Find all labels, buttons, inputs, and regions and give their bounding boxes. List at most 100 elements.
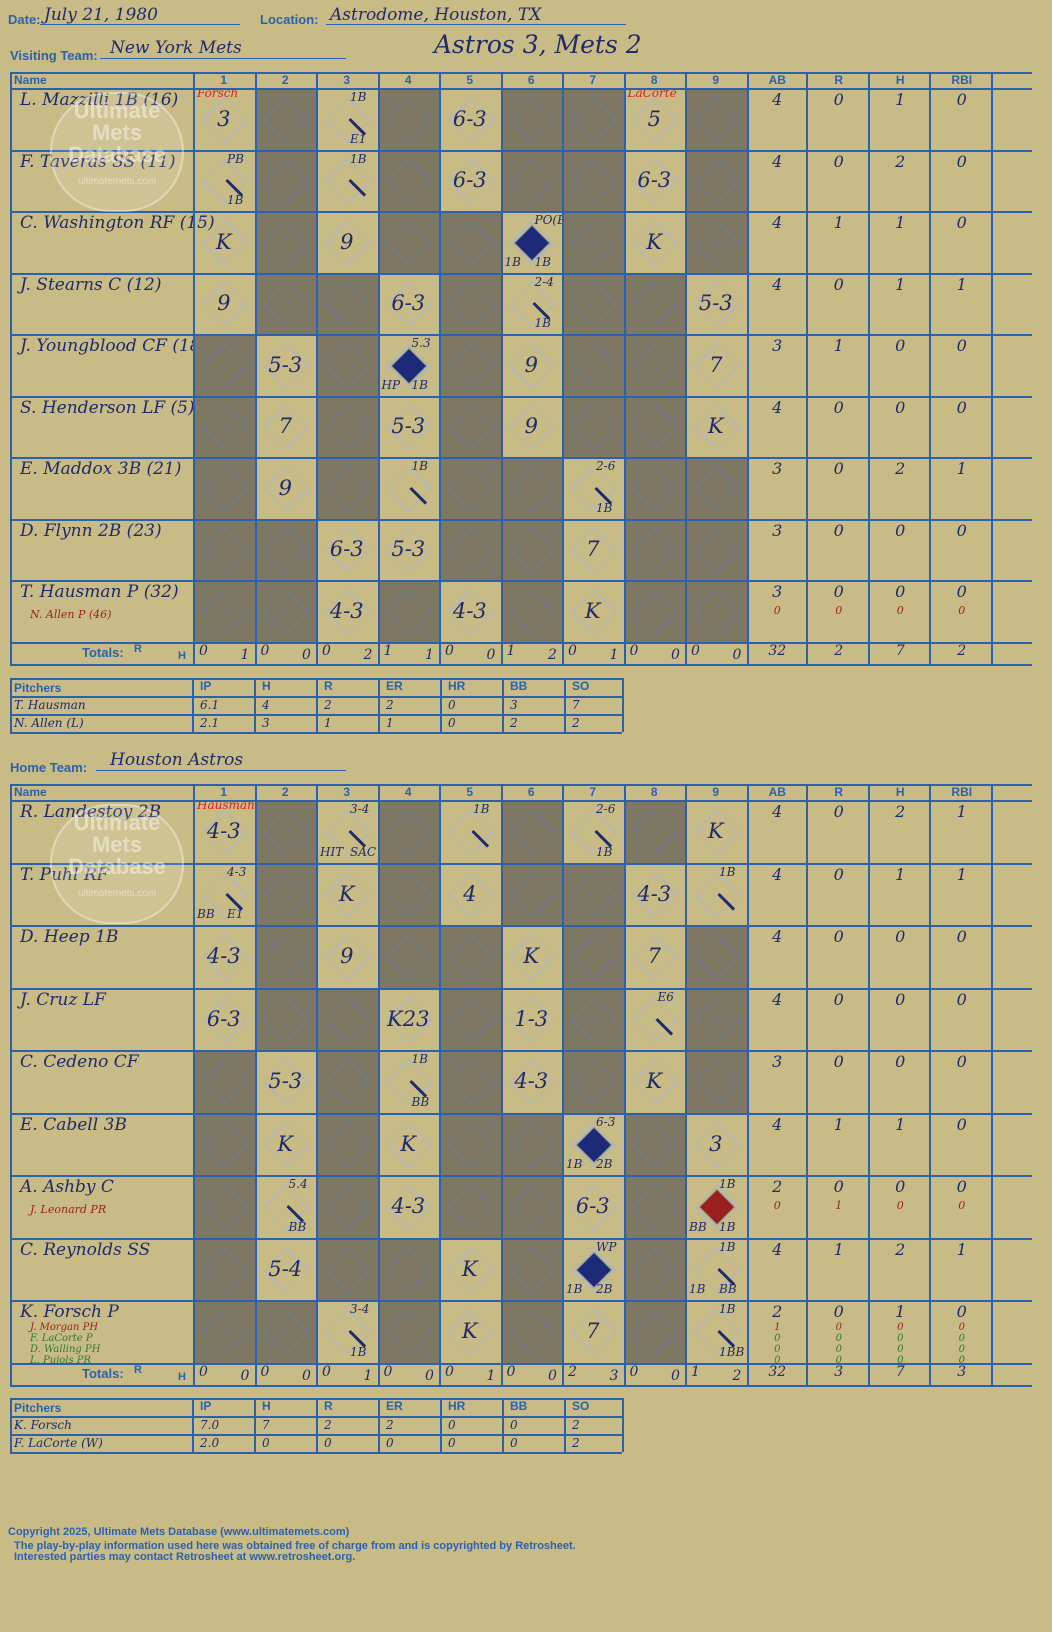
base-diamond — [509, 97, 555, 143]
pitching-stat: 2 — [324, 1418, 332, 1432]
inning-runs-total: 0 — [199, 642, 208, 659]
grid-line — [500, 784, 503, 1385]
grid-line — [502, 1398, 504, 1452]
inning-header: 3 — [343, 73, 351, 87]
batting-stat: 1 — [956, 864, 967, 884]
base-diamond — [509, 1309, 555, 1355]
batting-stat: 0 — [956, 989, 967, 1009]
pitching-stat: 2 — [324, 698, 332, 712]
play-notation: 1B — [596, 844, 613, 859]
at-bat-cell — [623, 580, 685, 642]
batting-stat: 4 — [772, 274, 783, 294]
grid-line — [193, 784, 195, 1385]
at-bat-cell — [316, 1175, 378, 1238]
substitute-stat: 0 — [958, 604, 966, 617]
pitching-stat: 2 — [510, 716, 518, 730]
pitching-stat: 2 — [572, 716, 580, 730]
base-diamond — [632, 527, 678, 573]
base-diamond — [694, 589, 740, 635]
substitute-name: L. Pujols PR — [30, 1355, 92, 1366]
at-bat-cell: 4-3 — [378, 1175, 440, 1238]
grid-line — [806, 72, 808, 664]
inning-runs-total: 0 — [445, 1363, 454, 1380]
base-diamond — [509, 1122, 555, 1168]
inning-hits-total: 1 — [240, 646, 250, 663]
play-notation: 1B — [534, 316, 551, 330]
play-notation: K — [277, 1131, 294, 1156]
grid-line — [623, 784, 626, 1385]
batting-stat: 1 — [956, 802, 967, 821]
at-bat-cell: 2-6 1B — [562, 457, 624, 519]
date-underline — [40, 2, 240, 25]
base-diamond — [694, 97, 740, 143]
play-notation: 3-4 — [350, 802, 370, 816]
grid-line — [685, 784, 687, 1385]
inning-header: 8 — [650, 73, 658, 87]
play-notation: E1 — [350, 131, 367, 146]
play-notation: BB — [689, 1219, 707, 1234]
base-diamond — [263, 527, 309, 573]
substitute-name: N. Allen P (46) — [30, 608, 112, 621]
at-bat-cell — [500, 88, 562, 150]
retrosheet-contact: Interested parties may contact Retroshee… — [14, 1551, 356, 1563]
play-notation: PB — [227, 151, 244, 166]
at-bat-cell — [254, 272, 316, 334]
substitute-stat: 0 — [897, 1355, 904, 1366]
at-bat-cell — [193, 395, 255, 457]
stat-header: AB — [768, 785, 786, 799]
at-bat-cell — [500, 800, 562, 863]
at-bat-cell — [316, 987, 378, 1050]
pitching-stat: 7.0 — [200, 1418, 220, 1432]
inning-runs-total: 1 — [691, 1363, 700, 1380]
batting-stat: 4 — [772, 1239, 783, 1259]
pitching-stat: 7 — [572, 698, 580, 712]
inning-runs-total: 0 — [445, 642, 454, 659]
play-notation: 5-3 — [391, 414, 426, 439]
play-notation: K23 — [387, 1006, 430, 1031]
at-bat-cell: 4-3 E1 BB — [193, 863, 255, 926]
play-notation: 4-3 — [206, 819, 241, 844]
at-bat-cell — [685, 925, 747, 988]
base-diamond — [571, 343, 617, 389]
at-bat-cell — [316, 1112, 378, 1175]
at-bat-cell — [193, 1300, 255, 1363]
pitching-stat: 7 — [262, 1418, 270, 1432]
substitute-stat: 0 — [958, 1199, 966, 1212]
substitute-stat: 1 — [774, 1322, 781, 1333]
inning-header: 6 — [527, 785, 535, 799]
at-bat-cell — [254, 580, 316, 642]
at-bat-cell — [562, 149, 624, 211]
at-bat-cell — [623, 457, 685, 519]
grid-line — [990, 784, 993, 1385]
at-bat-cell — [562, 395, 624, 457]
inning-header: 7 — [589, 785, 597, 799]
inning-header: 8 — [650, 785, 658, 799]
base-diamond — [386, 872, 432, 918]
play-notation: 1B — [534, 254, 551, 269]
base-diamond — [448, 343, 494, 389]
pitching-stat: 0 — [448, 1418, 456, 1432]
base-diamond — [571, 97, 617, 143]
inning-hits-total: 0 — [302, 1367, 311, 1384]
grid-line — [10, 663, 1032, 666]
at-bat-cell — [562, 272, 624, 334]
grid-line — [685, 72, 687, 664]
pitcher-name: F. LaCorte (W) — [14, 1436, 103, 1450]
pitching-stat: 2.0 — [200, 1436, 220, 1450]
pitching-stat: 0 — [324, 1436, 332, 1450]
play-notation: SAC — [350, 844, 377, 859]
pitching-stat: 1 — [324, 716, 332, 730]
batting-stat: 1 — [895, 90, 906, 109]
pitching-stat: 2 — [386, 1418, 394, 1432]
inning-hits-total: 0 — [240, 1367, 250, 1384]
play-notation: 6-3 — [452, 168, 487, 193]
batting-stat: 0 — [895, 520, 906, 540]
pitchers-header: Pitchers — [14, 1401, 62, 1415]
base-diamond — [448, 997, 494, 1043]
base-diamond — [509, 1184, 555, 1230]
grid-line — [10, 1050, 1032, 1052]
base-diamond — [694, 997, 740, 1043]
pitching-column-header: H — [262, 679, 271, 693]
totals-r-label: R — [134, 1363, 142, 1376]
substitute-name: J. Leonard PR — [30, 1203, 107, 1216]
